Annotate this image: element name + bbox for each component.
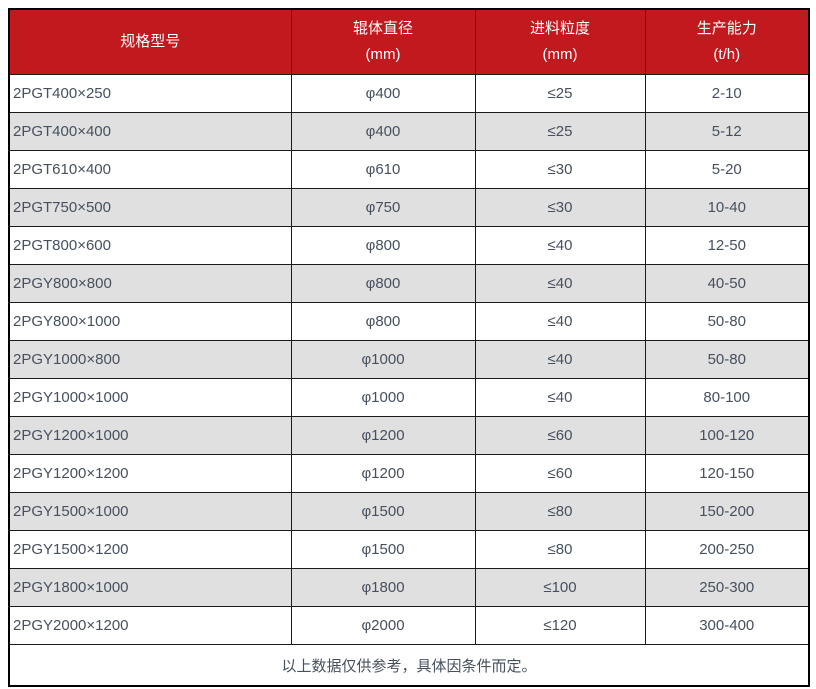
diameter-cell: φ610	[290, 150, 476, 189]
footer-note: 以上数据仅供参考，具体因条件而定。	[8, 644, 810, 687]
table-row: 2PGY1500×1000 φ1500 ≤80 150-200	[8, 492, 810, 531]
table-row: 2PGY1200×1000 φ1200 ≤60 100-120	[8, 416, 810, 455]
header-capacity-label: 生产能力	[696, 20, 757, 37]
feed-size-cell: ≤30	[474, 188, 646, 227]
capacity-cell: 250-300	[644, 568, 810, 607]
feed-size-cell: ≤25	[474, 112, 646, 151]
capacity-cell: 40-50	[644, 264, 810, 303]
header-feed-size: 进料粒度 (mm)	[474, 8, 646, 75]
model-cell: 2PGY1000×1000	[8, 378, 292, 417]
header-feed-size-label: 进料粒度	[529, 20, 590, 37]
header-model-label: 规格型号	[120, 33, 181, 50]
table-row: 2PGT400×400 φ400 ≤25 5-12	[8, 112, 810, 151]
diameter-cell: φ400	[290, 74, 476, 113]
header-diameter-unit: (mm)	[365, 46, 401, 63]
diameter-cell: φ1500	[290, 492, 476, 531]
feed-size-cell: ≤80	[474, 530, 646, 569]
diameter-cell: φ1200	[290, 416, 476, 455]
model-cell: 2PGY1200×1000	[8, 416, 292, 455]
table-row: 2PGT750×500 φ750 ≤30 10-40	[8, 188, 810, 227]
table-footer: 以上数据仅供参考，具体因条件而定。	[8, 644, 810, 687]
diameter-cell: φ1000	[290, 378, 476, 417]
feed-size-cell: ≤40	[474, 378, 646, 417]
model-cell: 2PGY1000×800	[8, 340, 292, 379]
diameter-cell: φ800	[290, 264, 476, 303]
model-cell: 2PGY800×1000	[8, 302, 292, 341]
capacity-cell: 2-10	[644, 74, 810, 113]
model-cell: 2PGT400×250	[8, 74, 292, 113]
table-body: 2PGT400×250 φ400 ≤25 2-10 2PGT400×400 φ4…	[8, 74, 810, 645]
table-row: 2PGT800×600 φ800 ≤40 12-50	[8, 226, 810, 265]
header-diameter-label: 辊体直径	[352, 20, 413, 37]
header-capacity-unit: (t/h)	[713, 46, 741, 63]
model-cell: 2PGY800×800	[8, 264, 292, 303]
table-header: 规格型号 辊体直径 (mm) 进料粒度 (mm) 生产能力 (t/h)	[8, 8, 810, 75]
table-row: 2PGY1800×1000 φ1800 ≤100 250-300	[8, 568, 810, 607]
table-row: 2PGY1500×1200 φ1500 ≤80 200-250	[8, 530, 810, 569]
header-model: 规格型号	[8, 8, 292, 75]
capacity-cell: 80-100	[644, 378, 810, 417]
header-capacity: 生产能力 (t/h)	[644, 8, 810, 75]
header-row: 规格型号 辊体直径 (mm) 进料粒度 (mm) 生产能力 (t/h)	[8, 8, 810, 75]
diameter-cell: φ1500	[290, 530, 476, 569]
feed-size-cell: ≤100	[474, 568, 646, 607]
header-diameter: 辊体直径 (mm)	[290, 8, 476, 75]
diameter-cell: φ2000	[290, 606, 476, 645]
capacity-cell: 50-80	[644, 340, 810, 379]
capacity-cell: 150-200	[644, 492, 810, 531]
table-row: 2PGY2000×1200 φ2000 ≤120 300-400	[8, 606, 810, 645]
model-cell: 2PGY1800×1000	[8, 568, 292, 607]
capacity-cell: 200-250	[644, 530, 810, 569]
table-row: 2PGT400×250 φ400 ≤25 2-10	[8, 74, 810, 113]
diameter-cell: φ400	[290, 112, 476, 151]
feed-size-cell: ≤25	[474, 74, 646, 113]
diameter-cell: φ800	[290, 226, 476, 265]
diameter-cell: φ750	[290, 188, 476, 227]
table-row: 2PGY800×1000 φ800 ≤40 50-80	[8, 302, 810, 341]
diameter-cell: φ800	[290, 302, 476, 341]
model-cell: 2PGY1500×1000	[8, 492, 292, 531]
model-cell: 2PGY1500×1200	[8, 530, 292, 569]
model-cell: 2PGT750×500	[8, 188, 292, 227]
table-row: 2PGY800×800 φ800 ≤40 40-50	[8, 264, 810, 303]
capacity-cell: 100-120	[644, 416, 810, 455]
capacity-cell: 12-50	[644, 226, 810, 265]
feed-size-cell: ≤80	[474, 492, 646, 531]
diameter-cell: φ1800	[290, 568, 476, 607]
footer-row: 以上数据仅供参考，具体因条件而定。	[8, 644, 810, 687]
capacity-cell: 5-20	[644, 150, 810, 189]
table-row: 2PGT610×400 φ610 ≤30 5-20	[8, 150, 810, 189]
table-row: 2PGY1000×800 φ1000 ≤40 50-80	[8, 340, 810, 379]
table-row: 2PGY1000×1000 φ1000 ≤40 80-100	[8, 378, 810, 417]
capacity-cell: 10-40	[644, 188, 810, 227]
table-row: 2PGY1200×1200 φ1200 ≤60 120-150	[8, 454, 810, 493]
model-cell: 2PGT400×400	[8, 112, 292, 151]
feed-size-cell: ≤40	[474, 340, 646, 379]
capacity-cell: 50-80	[644, 302, 810, 341]
model-cell: 2PGY2000×1200	[8, 606, 292, 645]
capacity-cell: 120-150	[644, 454, 810, 493]
feed-size-cell: ≤120	[474, 606, 646, 645]
feed-size-cell: ≤60	[474, 454, 646, 493]
capacity-cell: 300-400	[644, 606, 810, 645]
header-feed-size-unit: (mm)	[542, 46, 578, 63]
diameter-cell: φ1000	[290, 340, 476, 379]
feed-size-cell: ≤60	[474, 416, 646, 455]
spec-table: 规格型号 辊体直径 (mm) 进料粒度 (mm) 生产能力 (t/h) 2PGT…	[8, 8, 810, 687]
feed-size-cell: ≤40	[474, 264, 646, 303]
capacity-cell: 5-12	[644, 112, 810, 151]
feed-size-cell: ≤30	[474, 150, 646, 189]
model-cell: 2PGT800×600	[8, 226, 292, 265]
diameter-cell: φ1200	[290, 454, 476, 493]
model-cell: 2PGY1200×1200	[8, 454, 292, 493]
feed-size-cell: ≤40	[474, 226, 646, 265]
feed-size-cell: ≤40	[474, 302, 646, 341]
model-cell: 2PGT610×400	[8, 150, 292, 189]
